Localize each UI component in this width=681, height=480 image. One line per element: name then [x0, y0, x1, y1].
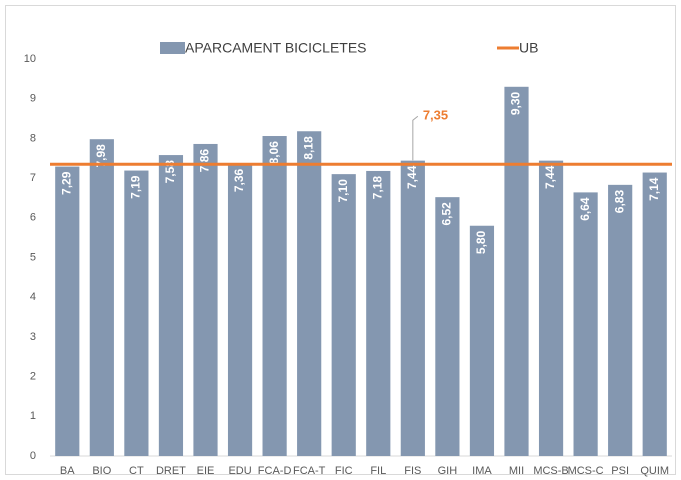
value-label: 8,06: [267, 141, 281, 165]
legend-label: UB: [519, 40, 538, 56]
x-tick-label: FCA-T: [293, 465, 326, 477]
x-tick-label: BIO: [92, 465, 111, 477]
x-tick-label: FIS: [404, 465, 421, 477]
value-label: 6,83: [612, 190, 626, 214]
value-label: 7,10: [336, 179, 350, 203]
y-tick-label: 7: [30, 172, 36, 184]
value-label: 7,44: [543, 165, 557, 189]
x-tick-label: DRET: [156, 465, 186, 477]
value-label: 7,36: [232, 168, 246, 192]
y-tick-label: 0: [30, 450, 36, 462]
x-tick-label: QUIM: [640, 465, 669, 477]
bar: [331, 174, 356, 456]
annotation-leader: [412, 115, 419, 161]
y-tick-label: 10: [24, 53, 36, 65]
bar: [504, 86, 529, 456]
x-tick-label: PSI: [611, 465, 629, 477]
y-tick-label: 3: [30, 331, 36, 343]
x-tick-label: GIH: [438, 465, 458, 477]
y-tick-label: 4: [30, 291, 36, 303]
bar: [573, 192, 598, 456]
bar: [538, 160, 564, 456]
x-tick-label: MCS-B: [533, 465, 568, 477]
x-tick-label: CT: [129, 465, 144, 477]
value-label: 7,18: [370, 176, 384, 200]
bar: [193, 143, 218, 456]
y-tick-label: 5: [30, 251, 36, 263]
x-tick-label: MII: [509, 465, 524, 477]
value-label: 9,30: [509, 91, 523, 115]
value-label: 7,29: [59, 171, 73, 195]
value-label: 6,64: [578, 197, 592, 221]
legend-swatch: [160, 42, 185, 54]
bar: [366, 170, 391, 457]
x-tick-label: FIL: [370, 465, 386, 477]
y-tick-label: 1: [30, 410, 36, 422]
bar: [608, 184, 633, 456]
x-tick-label: EIE: [197, 465, 215, 477]
bar: [262, 136, 287, 456]
y-tick-label: 8: [30, 132, 36, 144]
value-label: 7,86: [198, 149, 212, 173]
value-label: 7,44: [405, 165, 419, 189]
bar: [227, 163, 253, 457]
x-tick-label: IMA: [472, 465, 492, 477]
x-tick-label: EDU: [228, 465, 251, 477]
value-label: 5,80: [474, 230, 488, 254]
bar: [435, 197, 460, 456]
x-tick-label: BA: [60, 465, 75, 477]
value-label: 6,52: [440, 202, 454, 226]
value-label: 7,98: [94, 144, 108, 168]
y-tick-label: 9: [30, 93, 36, 105]
y-tick-label: 6: [30, 212, 36, 224]
bar: [124, 170, 149, 456]
bar: [89, 139, 114, 456]
bar: [400, 160, 425, 456]
value-label: 7,19: [129, 175, 143, 199]
x-tick-label: FCA-D: [258, 465, 292, 477]
bar: [297, 131, 322, 456]
x-tick-label: FIC: [335, 465, 353, 477]
bar: [55, 166, 80, 456]
value-label: 8,18: [301, 136, 315, 160]
legend-label: APARCAMENT BICICLETES: [185, 40, 367, 56]
annotation: 7,35: [423, 108, 448, 123]
value-label: 7,14: [647, 177, 661, 201]
x-tick-label: MCS-C: [568, 465, 604, 477]
y-tick-label: 2: [30, 371, 36, 383]
bar: [158, 155, 184, 456]
bar: [469, 225, 495, 456]
bar: [642, 172, 667, 457]
